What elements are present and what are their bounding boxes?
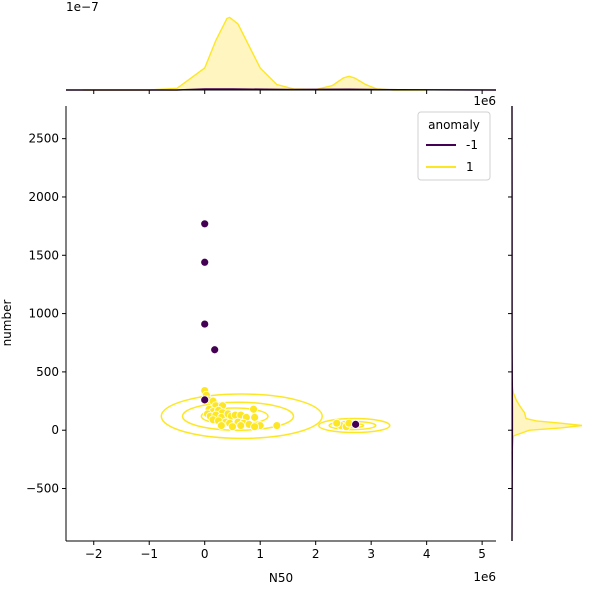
- x-tick-label: 0: [201, 547, 209, 561]
- scatter-point: [200, 395, 210, 405]
- x-axis-label: N50: [269, 571, 293, 585]
- right-density-curve: [511, 383, 583, 454]
- y-tick-label: 1500: [28, 248, 59, 262]
- x-tick-label: 2: [312, 547, 320, 561]
- legend: anomaly -1 1: [417, 111, 491, 181]
- kde-contours: [160, 393, 391, 440]
- y-axis-label: number: [0, 300, 14, 347]
- kde-contour-line: [160, 393, 323, 440]
- y-tick-label: −500: [26, 482, 59, 496]
- top-density-curve: [82, 16, 427, 91]
- y-tick-label: 2500: [28, 132, 59, 146]
- scatter-point: [200, 257, 210, 267]
- x-tick-label: 1: [256, 547, 264, 561]
- x-axis-ticks: −2 −1 0 1 2 3 4 5: [85, 541, 486, 561]
- scatter-point: [272, 421, 282, 430]
- scatter-point: [210, 345, 220, 355]
- x-tick-label: 5: [478, 547, 486, 561]
- legend-title: anomaly: [428, 118, 480, 132]
- scatter-point: [332, 418, 342, 428]
- y-axis-ticks: −500 0 500 1000 1500 2000 2500: [26, 132, 66, 496]
- kde-contour-line: [318, 417, 391, 434]
- scatter-point: [216, 421, 226, 430]
- legend-entry-label: 1: [466, 160, 474, 174]
- scatter-point: [351, 419, 361, 429]
- kde-contour-line: [181, 401, 295, 431]
- scatter-point: [250, 422, 260, 432]
- top-offset-label: 1e6: [473, 94, 496, 108]
- scatter-points: [200, 219, 361, 432]
- y-tick-label: 1000: [28, 307, 59, 321]
- scatter-point: [249, 404, 258, 414]
- x-tick-label: −1: [140, 547, 158, 561]
- x-tick-label: 4: [423, 547, 431, 561]
- legend-entry-label: -1: [466, 138, 478, 152]
- top-density-fill: [82, 17, 427, 90]
- y-tick-label: 500: [36, 365, 59, 379]
- scatter-point: [200, 319, 210, 329]
- scatter-point: [228, 422, 237, 432]
- y-tick-label: 2000: [28, 190, 59, 204]
- scatter-point: [236, 421, 246, 430]
- scatter-point: [250, 412, 260, 422]
- x-offset-label: 1e6: [473, 570, 496, 584]
- x-tick-label: 3: [367, 547, 375, 561]
- marginal-offset-label: 1e−7: [66, 0, 99, 14]
- right-marginal-density-panel: [508, 105, 583, 542]
- y-tick-label: 0: [51, 423, 59, 437]
- top-marginal-density-panel: 1e−7 1e6: [66, 0, 497, 108]
- scatter-point: [200, 219, 210, 229]
- x-tick-label: −2: [85, 547, 103, 561]
